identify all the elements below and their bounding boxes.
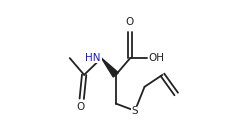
Text: S: S bbox=[132, 106, 138, 116]
Text: HN: HN bbox=[85, 53, 101, 63]
Text: O: O bbox=[77, 102, 85, 112]
Text: O: O bbox=[125, 17, 134, 27]
Text: OH: OH bbox=[149, 53, 165, 63]
Polygon shape bbox=[101, 58, 118, 77]
